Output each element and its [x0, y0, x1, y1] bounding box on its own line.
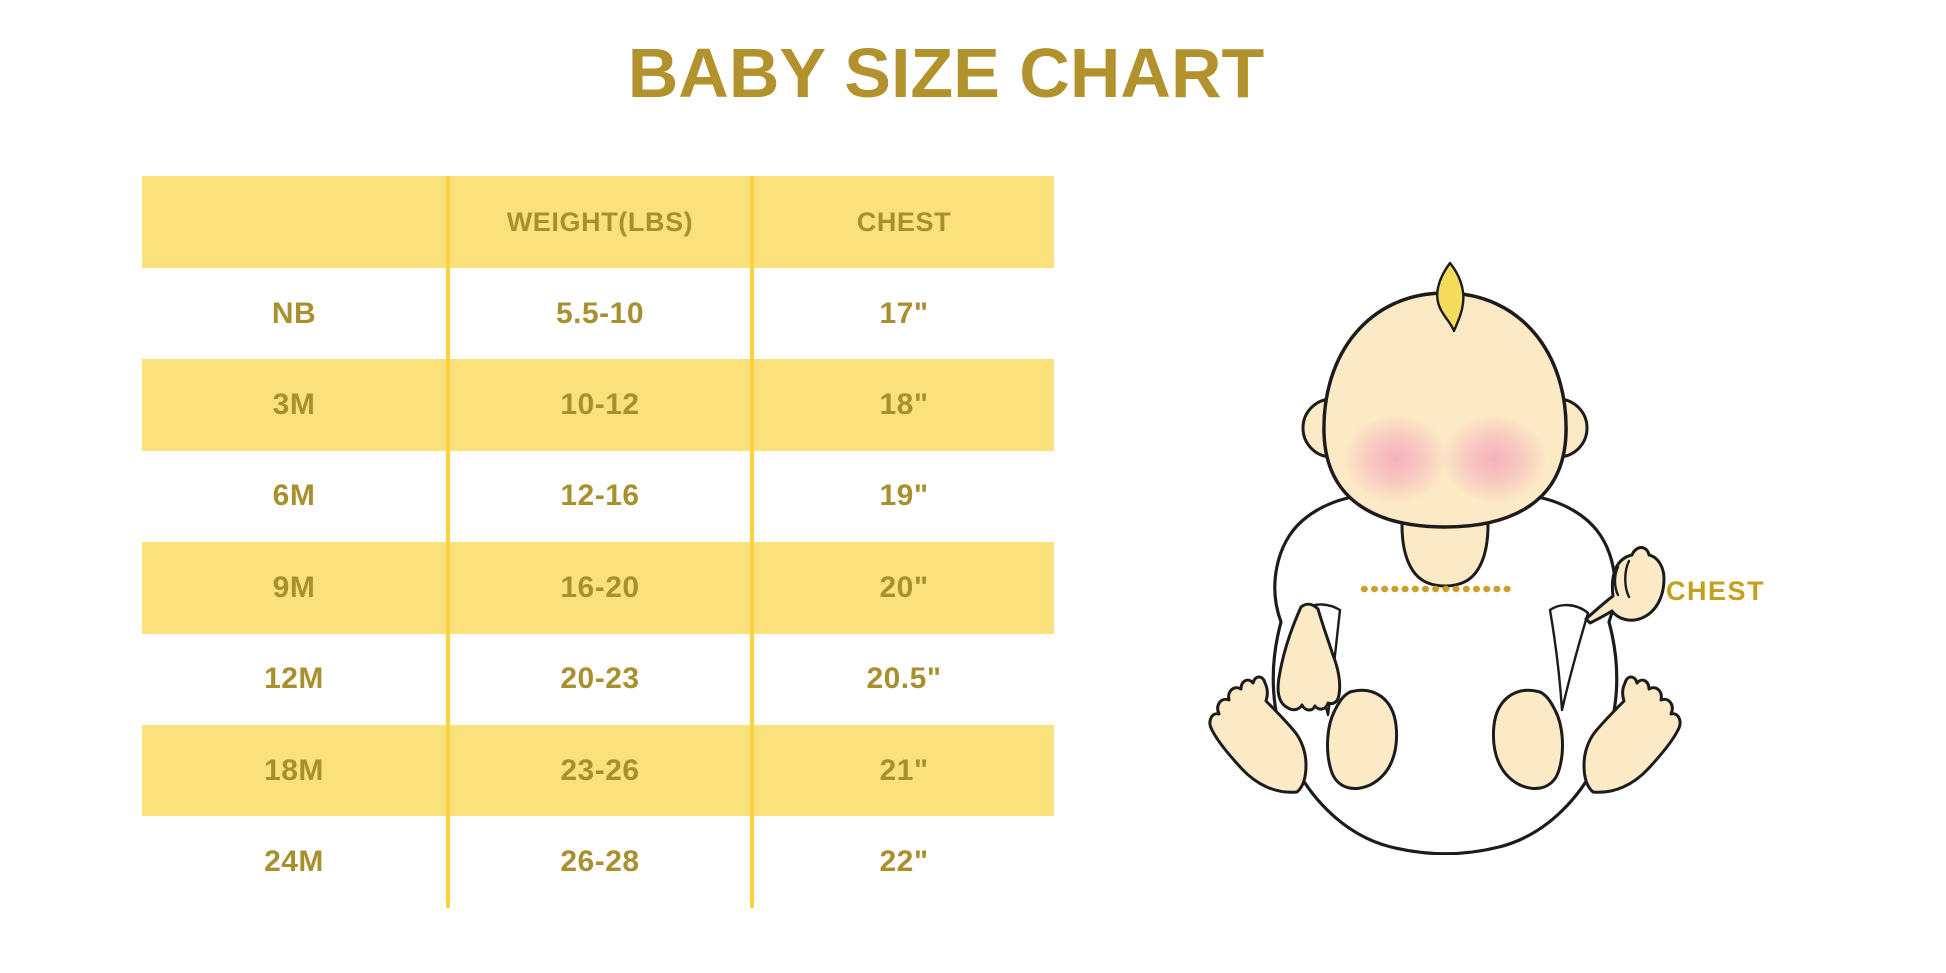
- baby-left-foot: [1208, 675, 1308, 794]
- size-cell: 18M: [264, 753, 324, 787]
- table-row: 9M 16-20 20": [142, 542, 1054, 634]
- weight-cell: 12-16: [446, 450, 750, 543]
- weight-cell: 26-28: [446, 816, 750, 908]
- table-row: 24M 26-28 22": [142, 816, 1054, 908]
- baby-fist-knuckles: [1613, 559, 1631, 599]
- baby-left-arm: [1276, 602, 1342, 712]
- baby-right-knee: [1491, 688, 1564, 790]
- chest-cell: 17": [750, 268, 1054, 360]
- weight-cell: 5.5-10: [446, 268, 750, 360]
- table-header-row: WEIGHT(LBS) CHEST: [142, 176, 1054, 268]
- weight-cell: 23-26: [446, 724, 750, 817]
- column-header-size: [142, 176, 446, 268]
- chest-cell: 21": [750, 724, 1054, 817]
- column-header-chest: CHEST: [750, 176, 1054, 268]
- size-cell: 3M: [272, 388, 316, 422]
- baby-svg: [1208, 261, 1682, 855]
- chest-cell: 18": [750, 359, 1054, 451]
- chest-cell: 22": [750, 816, 1054, 908]
- size-cell: NB: [271, 296, 317, 330]
- column-header-weight: WEIGHT(LBS): [446, 176, 750, 268]
- weight-cell: 10-12: [446, 359, 750, 451]
- chest-cell: 20": [750, 542, 1054, 634]
- size-cell: 6M: [272, 479, 316, 513]
- table-row: 3M 10-12 18": [142, 359, 1054, 451]
- table-row: 18M 23-26 21": [142, 724, 1054, 817]
- baby-illustration: [950, 195, 1770, 855]
- baby-blush-right: [1442, 415, 1546, 503]
- page-title: BABY SIZE CHART: [627, 34, 1265, 112]
- baby-right-foot: [1582, 675, 1682, 794]
- baby-head: [1322, 291, 1568, 529]
- chest-cell: 20.5": [750, 633, 1054, 725]
- table-row: NB 5.5-10 17": [142, 268, 1054, 360]
- baby-right-cuff: [1548, 603, 1590, 712]
- size-cell: 9M: [272, 570, 316, 604]
- baby-blush-left: [1344, 415, 1448, 503]
- size-chart-table: WEIGHT(LBS) CHEST NB 5.5-10 17" 3M 10-12 18" 6M 1…: [142, 176, 1054, 908]
- weight-cell: 20-23: [446, 633, 750, 725]
- baby-left-knee: [1326, 688, 1399, 790]
- size-cell: 24M: [264, 845, 324, 879]
- chest-cell: 19": [750, 450, 1054, 543]
- size-cell: 12M: [264, 662, 324, 696]
- chest-measurement-label: CHEST: [1666, 576, 1766, 606]
- baby-hair-curl: [1436, 261, 1465, 333]
- table-row: 12M 20-23 20.5": [142, 633, 1054, 725]
- table-row: 6M 12-16 19": [142, 450, 1054, 543]
- weight-cell: 16-20: [446, 542, 750, 634]
